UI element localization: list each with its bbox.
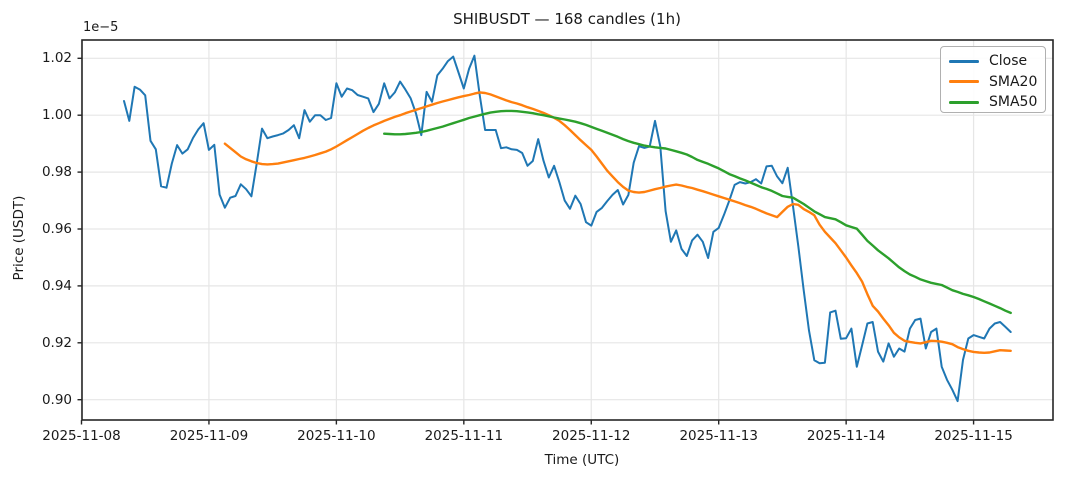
legend-entry-sma50: SMA50 bbox=[941, 92, 1045, 113]
chart-title: SHIBUSDT — 168 candles (1h) bbox=[453, 10, 681, 28]
x-axis-label: Time (UTC) bbox=[544, 452, 620, 468]
x-tick-label: 2025-11-14 bbox=[806, 428, 886, 444]
x-tick-label: 2025-11-11 bbox=[424, 428, 504, 444]
x-tick-label: 2025-11-13 bbox=[679, 428, 758, 444]
sma20-line bbox=[223, 91, 1012, 354]
y-tick-label: 0.90 bbox=[41, 391, 72, 408]
y-tick-label: 0.98 bbox=[41, 164, 72, 181]
legend-line-swatch bbox=[949, 100, 979, 104]
legend-entry-close: Close bbox=[941, 51, 1045, 72]
legend: Close SMA20 SMA50 bbox=[940, 46, 1046, 113]
legend-label: SMA20 bbox=[989, 73, 1038, 90]
y-tick-label: 1.00 bbox=[41, 107, 72, 124]
y-tick-label: 0.94 bbox=[41, 277, 72, 294]
legend-line-swatch bbox=[949, 59, 979, 63]
grid bbox=[80, 40, 1053, 420]
y-axis-offset-label: 1e−5 bbox=[83, 20, 119, 35]
legend-label: Close bbox=[989, 53, 1028, 70]
axes-spines bbox=[77, 39, 1054, 425]
close-line bbox=[123, 54, 1012, 403]
legend-entry-sma20: SMA20 bbox=[941, 72, 1045, 93]
legend-label: SMA50 bbox=[989, 94, 1038, 111]
x-tick-label: 2025-11-09 bbox=[169, 428, 249, 444]
legend-line-swatch bbox=[949, 80, 979, 84]
x-tick-label: 2025-11-08 bbox=[42, 428, 121, 444]
y-tick-label: 0.92 bbox=[41, 334, 72, 351]
x-tick-label: 2025-11-10 bbox=[297, 428, 376, 444]
x-tick-label: 2025-11-15 bbox=[934, 428, 1013, 444]
y-axis-label: Price (USDT) bbox=[11, 195, 27, 281]
sma50-line bbox=[383, 109, 1012, 315]
y-tick-label: 1.02 bbox=[41, 50, 72, 67]
x-tick-label: 2025-11-12 bbox=[552, 428, 631, 444]
y-tick-label: 0.96 bbox=[41, 221, 72, 237]
